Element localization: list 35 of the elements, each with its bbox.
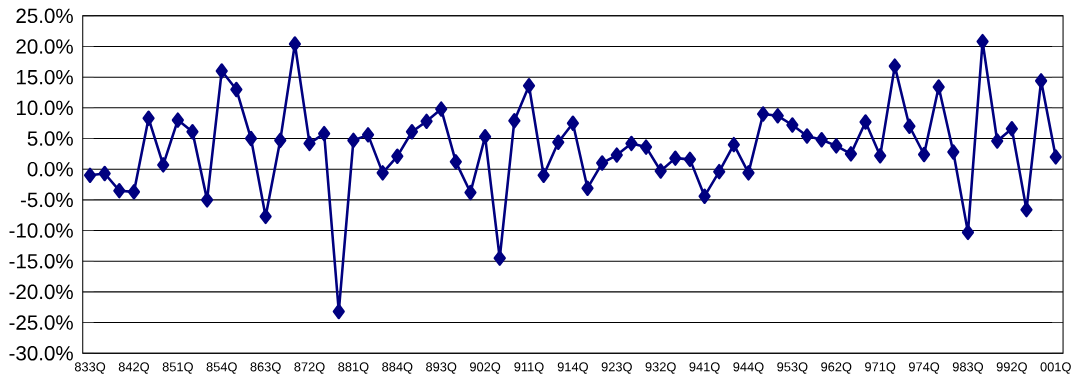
x-tick-label: 902Q bbox=[470, 362, 501, 374]
x-tick-label: 872Q bbox=[294, 362, 325, 374]
y-tick-label: 0.0% bbox=[27, 161, 73, 177]
y-tick-label: -20.0% bbox=[9, 284, 73, 300]
y-tick-label: 15.0% bbox=[16, 69, 73, 85]
x-tick-label: 962Q bbox=[821, 362, 852, 374]
y-tick-label: 5.0% bbox=[27, 131, 73, 146]
y-tick-label: 25.0% bbox=[16, 8, 73, 23]
x-tick-label: 971Q bbox=[865, 362, 896, 374]
y-tick-label: -25.0% bbox=[9, 315, 73, 330]
x-tick-label: 851Q bbox=[162, 362, 193, 374]
y-tick-label: -5.0% bbox=[20, 192, 73, 208]
x-tick-label: 911Q bbox=[514, 362, 544, 374]
x-tick-label: 884Q bbox=[382, 362, 413, 374]
x-tick-label: 863Q bbox=[250, 362, 281, 374]
x-tick-label: 953Q bbox=[777, 362, 808, 374]
x-tick-label: 833Q bbox=[74, 362, 106, 374]
y-tick-label: -30.0% bbox=[9, 345, 73, 361]
y-tick-label: -10.0% bbox=[9, 223, 73, 238]
x-tick-label: 842Q bbox=[118, 362, 150, 374]
x-tick-label: 992Q bbox=[996, 362, 1027, 374]
x-tick-label: 932Q bbox=[645, 362, 676, 374]
x-tick-label: 914Q bbox=[557, 362, 588, 374]
x-tick-label: 974Q bbox=[908, 362, 940, 374]
x-tick-label: 854Q bbox=[206, 362, 237, 374]
x-tick-label: 893Q bbox=[426, 362, 457, 374]
x-tick-label: 944Q bbox=[733, 362, 764, 374]
y-tick-label: 10.0% bbox=[16, 100, 73, 115]
y-tick-label: -15.0% bbox=[9, 253, 73, 269]
x-tick-label: 001Q bbox=[1040, 362, 1071, 374]
x-tick-label: 983Q bbox=[952, 362, 984, 374]
y-tick-label: 20.0% bbox=[16, 39, 73, 54]
x-tick-label: 881Q bbox=[338, 362, 369, 374]
x-tick-label: 941Q bbox=[689, 362, 720, 374]
x-tick-label: 923Q bbox=[601, 362, 632, 374]
